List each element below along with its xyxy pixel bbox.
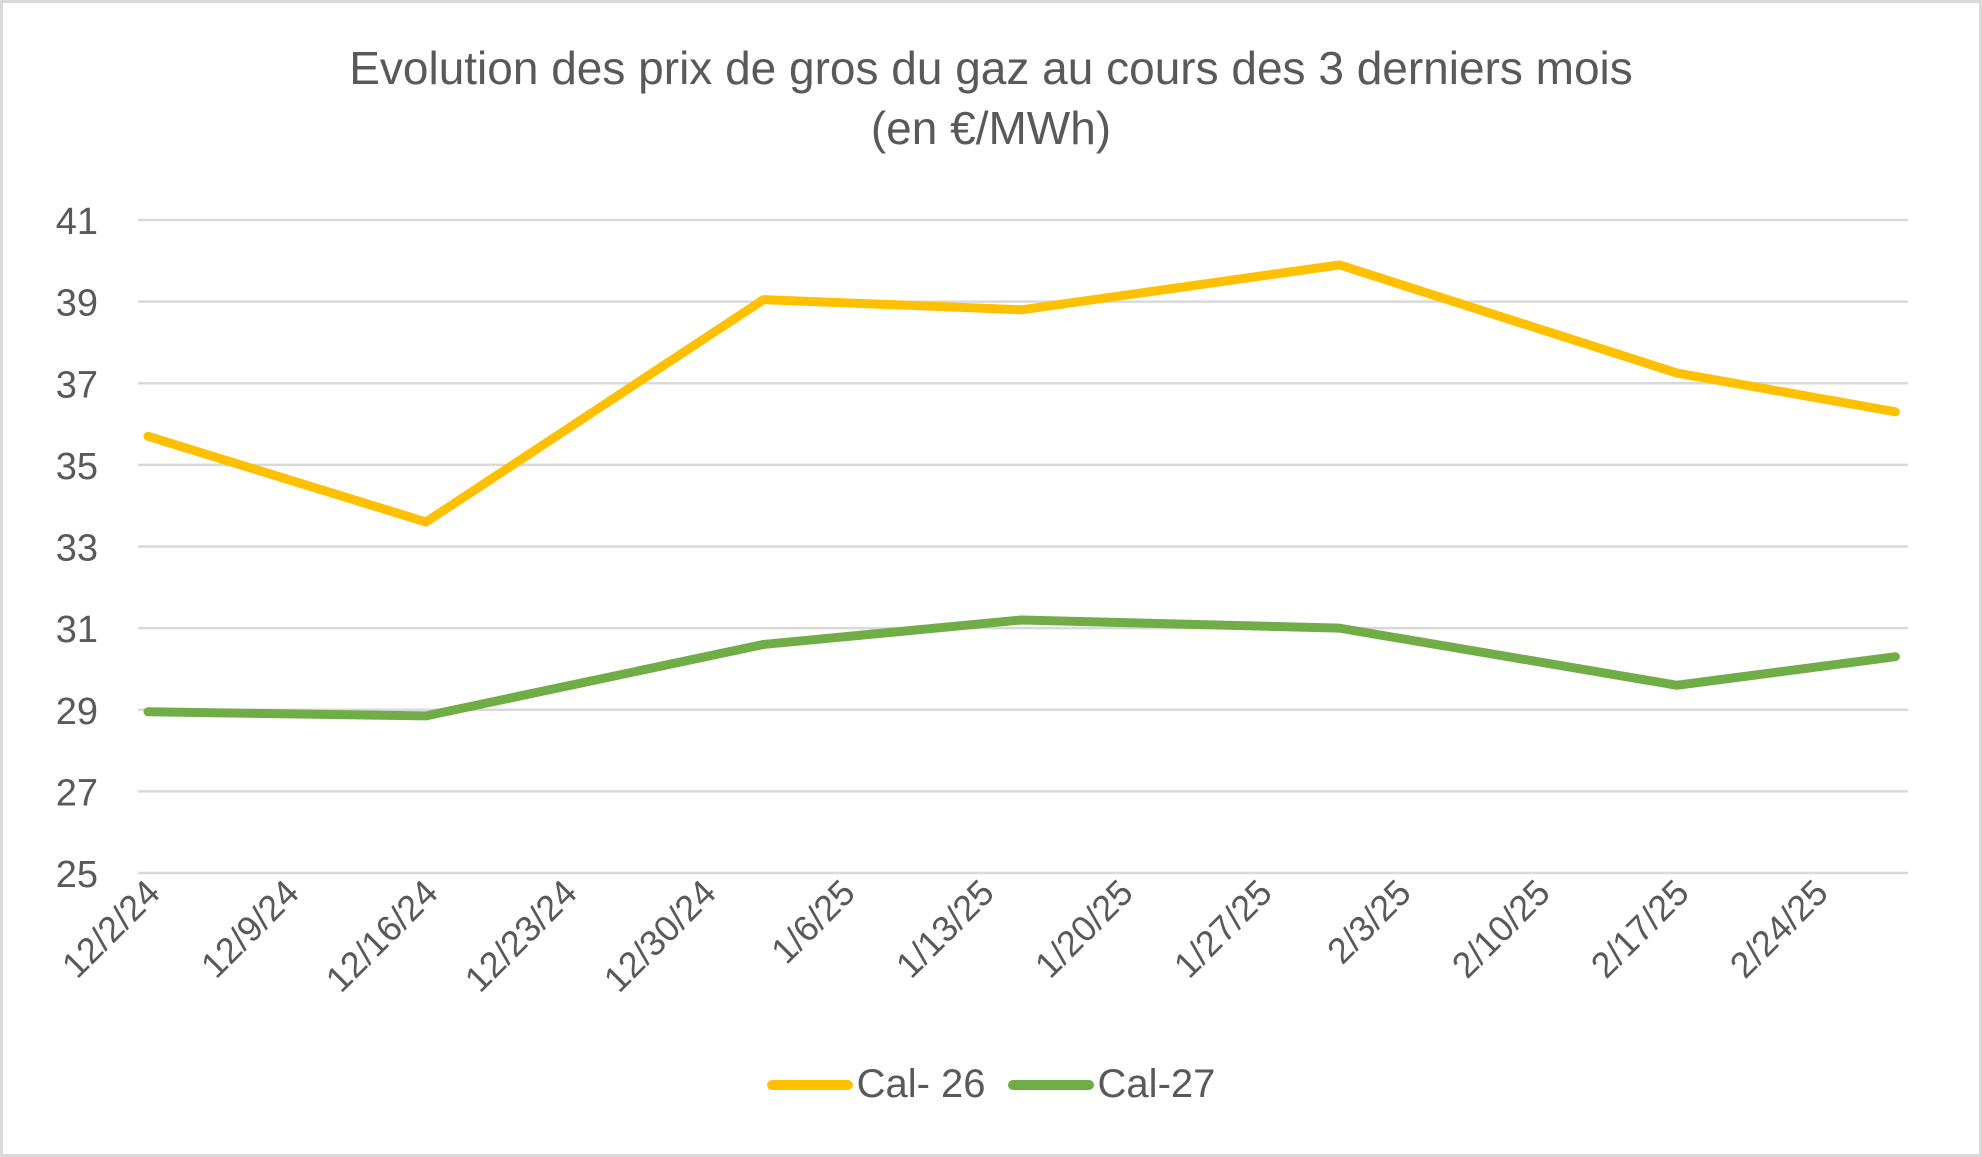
x-tick-label: 1/13/25 xyxy=(888,872,1002,986)
x-tick-label: 12/9/24 xyxy=(193,872,307,986)
y-tick-label: 33 xyxy=(56,528,98,570)
y-tick-label: 39 xyxy=(56,283,98,325)
y-tick-label: 27 xyxy=(56,772,98,814)
chart-title: Evolution des prix de gros du gaz au cou… xyxy=(0,38,1982,158)
y-tick-label: 35 xyxy=(56,446,98,488)
legend-label-cal-27: Cal-27 xyxy=(1097,1062,1216,1106)
y-tick-label: 41 xyxy=(56,201,98,243)
series-line-cal-26 xyxy=(143,260,1900,527)
x-tick-label: 1/20/25 xyxy=(1027,872,1141,986)
legend-item-cal-27: Cal-27 xyxy=(1007,1062,1216,1107)
legend-label-cal-26: Cal- 26 xyxy=(856,1062,986,1106)
y-tick-label: 25 xyxy=(56,854,98,896)
chart-title-line1: Evolution des prix de gros du gaz au cou… xyxy=(349,42,1633,94)
x-tick-label: 2/3/25 xyxy=(1319,872,1419,972)
series-line-cal-27 xyxy=(143,615,1900,721)
x-tick-label: 2/24/25 xyxy=(1722,872,1836,986)
chart-title-line2: (en €/MWh) xyxy=(870,102,1112,154)
x-tick-label: 12/30/24 xyxy=(596,872,724,1000)
x-tick-label: 2/17/25 xyxy=(1583,872,1697,986)
x-axis-tick-labels: 12/2/24 12/9/24 12/16/24 12/23/24 12/30/24 1/… xyxy=(54,872,1836,1000)
x-tick-label: 12/16/24 xyxy=(318,872,446,1000)
x-tick-label: 1/6/25 xyxy=(763,872,863,972)
gridlines xyxy=(138,218,1908,875)
legend-swatch-cal-26 xyxy=(766,1079,853,1090)
y-tick-label: 29 xyxy=(56,691,98,733)
data-lines xyxy=(143,260,1900,721)
y-tick-label: 37 xyxy=(56,364,98,406)
legend: Cal- 26 Cal-27 xyxy=(0,1062,1982,1107)
x-tick-label: 1/27/25 xyxy=(1166,872,1280,986)
y-axis-tick-labels: 25 27 29 31 33 35 37 39 41 xyxy=(56,201,98,896)
legend-item-cal-26: Cal- 26 xyxy=(766,1062,986,1107)
x-tick-label: 12/23/24 xyxy=(457,872,585,1000)
y-tick-label: 31 xyxy=(56,609,98,651)
x-tick-label: 2/10/25 xyxy=(1444,872,1558,986)
legend-swatch-cal-27 xyxy=(1007,1079,1094,1090)
